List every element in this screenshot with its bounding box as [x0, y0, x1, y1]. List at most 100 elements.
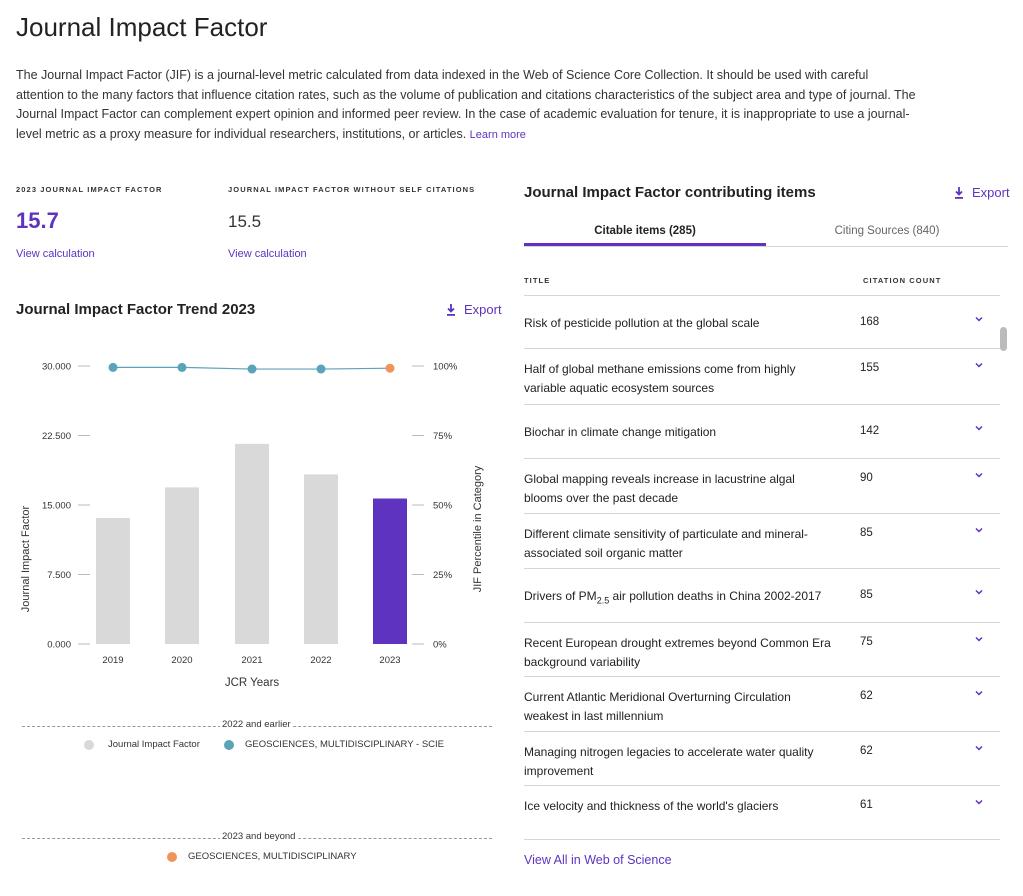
chevron-down-icon[interactable] [973, 633, 985, 645]
trend-export-button[interactable]: Export [446, 302, 502, 317]
row-citation-count: 142 [860, 425, 880, 437]
jif-trend-chart: 0.000 7.500 15.000 22.500 30.000 0% 25% 50% 75% 1… [20, 362, 484, 690]
chevron-down-icon[interactable] [973, 586, 985, 598]
row-title: Recent European drought extremes beyond … [524, 636, 831, 669]
y2-tick-label: 50% [433, 501, 453, 512]
chevron-down-icon[interactable] [973, 687, 985, 699]
trend-title: Journal Impact Factor Trend 2023 [16, 301, 256, 318]
legend-dot-geosciences-scie [224, 739, 234, 750]
y2-tick-label: 100% [433, 362, 458, 373]
view-all-link[interactable]: View All in Web of Science [524, 853, 672, 867]
row-title: Global mapping reveals increase in lacus… [524, 472, 795, 505]
y-tick-label: 15.000 [42, 501, 71, 512]
bar [165, 487, 199, 644]
row-title: Risk of pesticide pollution at the globa… [524, 316, 760, 330]
y2-tick-label: 0% [433, 640, 447, 651]
percentile-point [247, 364, 257, 374]
percentile-point [177, 362, 187, 372]
legend-label-jif: Journal Impact Factor [108, 739, 200, 750]
column-header-citation-count[interactable]: CITATION COUNT [863, 276, 942, 285]
x-axis-title: JCR Years [225, 677, 280, 689]
table-row[interactable]: Different climate sensitivity of particu… [524, 514, 1000, 569]
chevron-down-icon[interactable] [973, 796, 985, 808]
row-title: Drivers of PM2.5 air pollution deaths in… [524, 587, 834, 610]
tabs-divider [524, 246, 1008, 247]
legend-label-geosciences-scie: GEOSCIENCES, MULTIDISCIPLINARY - SCIE [245, 739, 445, 750]
active-tab-indicator [524, 243, 766, 246]
jif-label: 2023 JOURNAL IMPACT FACTOR [16, 185, 163, 194]
table-scrollbar[interactable] [1000, 327, 1007, 351]
download-icon [955, 186, 963, 199]
table-row[interactable]: Managing nitrogen legacies to accelerate… [524, 732, 1000, 786]
legend-item-geosciences: GEOSCIENCES, MULTIDISCIPLINARY [167, 851, 357, 862]
table-row[interactable]: Recent European drought extremes beyond … [524, 623, 1000, 677]
chevron-down-icon[interactable] [973, 313, 985, 325]
chevron-down-icon[interactable] [973, 359, 985, 371]
chevron-down-icon[interactable] [973, 469, 985, 481]
row-title: Half of global methane emissions come fr… [524, 362, 796, 395]
x-tick-label: 2019 [102, 655, 123, 666]
y-axis-title: Journal Impact Factor [20, 505, 32, 612]
contrib-export-label: Export [972, 185, 1010, 200]
jif-without-self-view-calculation-link[interactable]: View calculation [228, 248, 307, 260]
row-citation-count: 90 [860, 472, 873, 484]
learn-more-link[interactable]: Learn more [469, 128, 526, 141]
legend-item-geosciences-scie: GEOSCIENCES, MULTIDISCIPLINARY - SCIE [224, 739, 444, 750]
bar [304, 474, 338, 644]
row-title-part: Drivers of PM [524, 589, 597, 603]
jif-value: 15.7 [16, 208, 59, 233]
legend-dot-geosciences [167, 851, 177, 862]
legend-2023-and-beyond: 2023 and beyond GEOSCIENCES, MULTIDISCIP… [22, 831, 492, 871]
y-tick-label: 7.500 [47, 570, 71, 581]
tab-citable-items[interactable]: Citable items (285) [594, 225, 696, 237]
contrib-export-button[interactable]: Export [954, 185, 1010, 200]
row-citation-count: 155 [860, 362, 880, 374]
legend-2022-and-earlier: 2022 and earlier Journal Impact Factor G… [22, 719, 492, 759]
row-title: Ice velocity and thickness of the world'… [524, 799, 779, 813]
table-row[interactable]: Biochar in climate change mitigation 142 [524, 405, 1000, 459]
row-title: Different climate sensitivity of particu… [524, 527, 808, 560]
y2-axis-title: JIF Percentile in Category [472, 465, 484, 592]
jif-without-self-label: JOURNAL IMPACT FACTOR WITHOUT SELF CITAT… [228, 185, 476, 194]
jif-without-self-value: 15.5 [228, 212, 262, 231]
y-tick-label: 0.000 [47, 640, 71, 651]
table-row[interactable]: Risk of pesticide pollution at the globa… [524, 296, 1000, 349]
column-header-title[interactable]: TITLE [524, 276, 551, 285]
row-title: Current Atlantic Meridional Overturning … [524, 690, 791, 723]
percentile-point-current [385, 363, 395, 373]
bar [96, 517, 130, 644]
download-icon [447, 303, 455, 316]
x-tick-label: 2023 [379, 655, 400, 666]
bar-current-year [373, 498, 407, 644]
legend-group-label: 2022 and earlier [220, 719, 293, 730]
y2-tick-label: 75% [433, 431, 453, 442]
legend-label-geosciences: GEOSCIENCES, MULTIDISCIPLINARY [188, 851, 357, 862]
chevron-down-icon[interactable] [973, 422, 985, 434]
table-row[interactable]: Drivers of PM2.5 air pollution deaths in… [524, 569, 1000, 623]
table-row[interactable]: Ice velocity and thickness of the world'… [524, 786, 1000, 840]
row-citation-count: 168 [860, 316, 880, 328]
legend-item-jif: Journal Impact Factor [84, 739, 200, 750]
jif-view-calculation-link[interactable]: View calculation [16, 248, 95, 260]
percentile-point [108, 362, 118, 372]
table-row[interactable]: Half of global methane emissions come fr… [524, 349, 1000, 405]
page-title: Journal Impact Factor [16, 12, 268, 42]
x-tick-label: 2022 [310, 655, 331, 666]
row-title: Biochar in climate change mitigation [524, 425, 717, 439]
y-tick-label: 30.000 [42, 362, 71, 373]
table-row[interactable]: Global mapping reveals increase in lacus… [524, 459, 1000, 514]
y2-tick-label: 25% [433, 570, 453, 581]
contrib-title: Journal Impact Factor contributing items [524, 184, 816, 201]
tab-citing-sources[interactable]: Citing Sources (840) [834, 225, 940, 237]
y-tick-label: 22.500 [42, 431, 71, 442]
row-citation-count: 85 [860, 589, 873, 601]
legend-group-label: 2023 and beyond [220, 831, 298, 842]
table-row[interactable]: Current Atlantic Meridional Overturning … [524, 677, 1000, 732]
row-title: Managing nitrogen legacies to accelerate… [524, 745, 814, 778]
chevron-down-icon[interactable] [973, 742, 985, 754]
x-tick-label: 2021 [241, 655, 262, 666]
x-tick-label: 2020 [171, 655, 192, 666]
row-citation-count: 85 [860, 527, 873, 539]
chevron-down-icon[interactable] [973, 524, 985, 536]
bar [235, 443, 269, 644]
